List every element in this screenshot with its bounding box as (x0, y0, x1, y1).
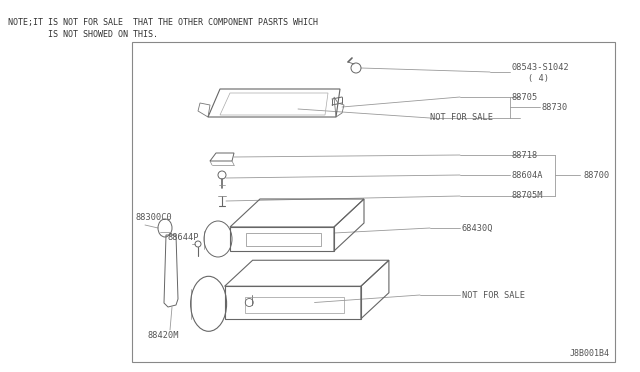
Text: IS NOT SHOWED ON THIS.: IS NOT SHOWED ON THIS. (8, 30, 158, 39)
Text: NOTE;IT IS NOT FOR SALE  THAT THE OTHER COMPONENT PASRTS WHICH: NOTE;IT IS NOT FOR SALE THAT THE OTHER C… (8, 18, 318, 27)
Text: J8B001B4: J8B001B4 (570, 349, 610, 358)
Text: 88300C0: 88300C0 (135, 214, 172, 222)
Text: 08543-S1042: 08543-S1042 (512, 64, 570, 73)
Text: 88644P: 88644P (168, 234, 200, 243)
Text: NOT FOR SALE: NOT FOR SALE (462, 291, 525, 299)
Bar (132, 42, 615, 362)
Text: 88700: 88700 (583, 170, 609, 180)
Text: 68430Q: 68430Q (462, 224, 493, 232)
Text: 88718: 88718 (512, 151, 538, 160)
Text: 88705: 88705 (512, 93, 538, 102)
Text: 88705M: 88705M (512, 192, 543, 201)
Text: NOT FOR SALE: NOT FOR SALE (430, 113, 493, 122)
Text: 88420M: 88420M (148, 330, 179, 340)
Text: 88604A: 88604A (512, 170, 543, 180)
Text: 88730: 88730 (542, 103, 568, 112)
Text: ( 4): ( 4) (528, 74, 549, 83)
